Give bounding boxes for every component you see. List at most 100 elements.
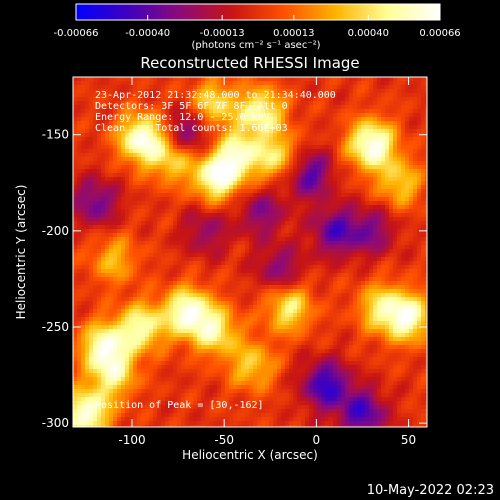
heatmap-cell: [245, 245, 250, 250]
heatmap-cell: [361, 133, 366, 138]
heatmap-cell: [361, 173, 366, 178]
heatmap-cell: [393, 161, 398, 166]
heatmap-cell: [265, 269, 270, 274]
heatmap-cell: [357, 265, 362, 270]
heatmap-cell: [109, 165, 114, 170]
heatmap-cell: [213, 121, 218, 126]
heatmap-cell: [245, 281, 250, 286]
heatmap-cell: [385, 245, 390, 250]
heatmap-cell: [201, 221, 206, 226]
heatmap-cell: [141, 85, 146, 90]
heatmap-cell: [237, 117, 242, 122]
heatmap-cell: [157, 209, 162, 214]
heatmap-cell: [313, 193, 318, 198]
heatmap-cell: [401, 173, 406, 178]
heatmap-cell: [341, 173, 346, 178]
heatmap-cell: [193, 217, 198, 222]
heatmap-cell: [249, 89, 254, 94]
heatmap-cell: [105, 205, 110, 210]
heatmap-cell: [377, 217, 382, 222]
heatmap-cell: [277, 173, 282, 178]
heatmap-cell: [221, 201, 226, 206]
heatmap-cell: [245, 185, 250, 190]
heatmap-cell: [261, 241, 266, 246]
heatmap-cell: [173, 221, 178, 226]
heatmap-cell: [177, 165, 182, 170]
heatmap-cell: [405, 261, 410, 266]
heatmap-cell: [141, 265, 146, 270]
heatmap-cell: [121, 77, 126, 82]
heatmap-cell: [185, 197, 190, 202]
heatmap-cell: [237, 265, 242, 270]
heatmap-cell: [109, 149, 114, 154]
heatmap-cell: [125, 185, 130, 190]
heatmap-cell: [273, 289, 278, 294]
heatmap-cell: [197, 201, 202, 206]
heatmap-cell: [369, 113, 374, 118]
heatmap-cell: [349, 177, 354, 182]
heatmap-cell: [281, 193, 286, 198]
heatmap-cell: [377, 105, 382, 110]
heatmap-cell: [205, 261, 210, 266]
heatmap-cell: [281, 165, 286, 170]
heatmap-cell: [417, 249, 422, 254]
heatmap-cell: [113, 221, 118, 226]
heatmap-cell: [109, 193, 114, 198]
heatmap-cell: [405, 257, 410, 262]
heatmap-cell: [129, 273, 134, 278]
heatmap-cell: [189, 85, 194, 90]
heatmap-cell: [101, 125, 106, 130]
heatmap-cell: [361, 117, 366, 122]
heatmap-cell: [285, 161, 290, 166]
heatmap-cell: [293, 285, 298, 290]
heatmap-cell: [349, 93, 354, 98]
heatmap-cell: [229, 277, 234, 282]
heatmap-cell: [161, 293, 166, 298]
heatmap-cell: [113, 265, 118, 270]
heatmap-cell: [101, 257, 106, 262]
heatmap-cell: [289, 125, 294, 130]
heatmap-cell: [161, 273, 166, 278]
heatmap-cell: [201, 93, 206, 98]
heatmap-cell: [173, 225, 178, 230]
heatmap-cell: [261, 117, 266, 122]
heatmap-cell: [241, 217, 246, 222]
heatmap-cell: [237, 281, 242, 286]
heatmap-cell: [221, 165, 226, 170]
heatmap-cell: [113, 161, 118, 166]
heatmap-cell: [381, 145, 386, 150]
heatmap-cell: [205, 185, 210, 190]
heatmap-cell: [89, 125, 94, 130]
heatmap-cell: [97, 105, 102, 110]
heatmap-cell: [357, 109, 362, 114]
heatmap-cell: [229, 153, 234, 158]
heatmap-cell: [361, 149, 366, 154]
heatmap-cell: [421, 161, 426, 166]
heatmap-cell: [77, 257, 82, 262]
heatmap-cell: [109, 281, 114, 286]
heatmap-cell: [313, 285, 318, 290]
heatmap-cell: [305, 241, 310, 246]
heatmap-cell: [333, 253, 338, 258]
heatmap-cell: [369, 121, 374, 126]
heatmap-cell: [313, 257, 318, 262]
heatmap-cell: [265, 213, 270, 218]
heatmap-cell: [129, 153, 134, 158]
heatmap-cell: [201, 269, 206, 274]
heatmap-cell: [401, 281, 406, 286]
heatmap-cell: [101, 141, 106, 146]
heatmap-cell: [373, 285, 378, 290]
heatmap-cell: [177, 293, 182, 298]
heatmap-cell: [317, 85, 322, 90]
heatmap-cell: [393, 225, 398, 230]
heatmap-cell: [125, 81, 130, 86]
heatmap-cell: [273, 133, 278, 138]
heatmap-cell: [197, 297, 202, 302]
heatmap-cell: [317, 109, 322, 114]
heatmap-cell: [397, 81, 402, 86]
heatmap-cell: [145, 129, 150, 134]
heatmap-cell: [209, 293, 214, 298]
heatmap-cell: [129, 201, 134, 206]
heatmap-cell: [109, 189, 114, 194]
heatmap-cell: [349, 297, 354, 302]
